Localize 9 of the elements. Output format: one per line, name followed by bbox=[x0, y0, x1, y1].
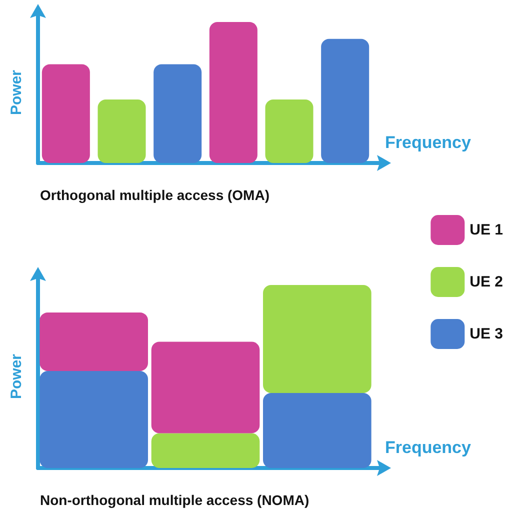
y-axis-title: Power bbox=[8, 354, 25, 400]
text: Orthogonal multiple access (OMA) bbox=[40, 187, 270, 203]
legend-label: UE 1 bbox=[470, 222, 504, 238]
text: Non-orthogonal multiple access (NOMA) bbox=[40, 492, 310, 508]
x-axis-title: Frequency bbox=[385, 438, 472, 457]
x-axis-title: Frequency bbox=[385, 133, 472, 152]
legend-label: UE 2 bbox=[470, 274, 504, 290]
legend-label: UE 3 bbox=[470, 326, 504, 342]
y-axis-title: Power bbox=[8, 70, 25, 116]
